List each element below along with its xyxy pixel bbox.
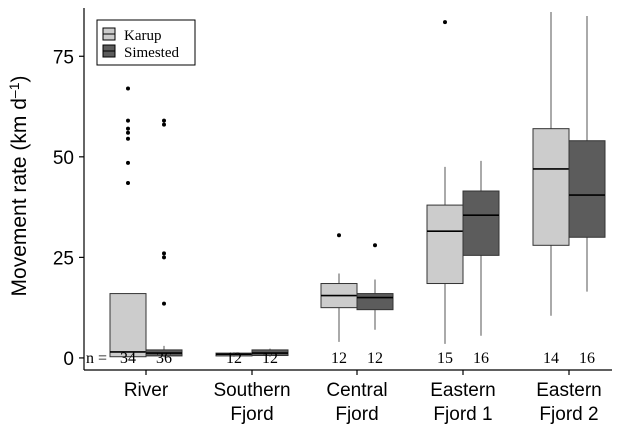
y-tick-label: 75 bbox=[53, 47, 74, 68]
x-tick-label: Eastern Fjord 1 bbox=[430, 380, 495, 425]
n-count-label: 14 bbox=[543, 350, 559, 367]
legend: Karup Simested bbox=[96, 19, 196, 66]
box-karup-3 bbox=[426, 20, 464, 344]
box-iqr bbox=[356, 293, 394, 311]
n-count-label: 12 bbox=[226, 350, 242, 367]
y-tick-label: 0 bbox=[63, 349, 74, 370]
x-tick-label: Central Fjord bbox=[326, 380, 387, 425]
outlier-point bbox=[126, 160, 130, 165]
box-iqr bbox=[426, 204, 464, 285]
n-count-label: 15 bbox=[437, 350, 453, 367]
x-tick-label: Eastern Fjord 2 bbox=[536, 380, 601, 425]
y-axis-label-exponent: –1 bbox=[6, 82, 22, 98]
box-simested-2 bbox=[356, 243, 394, 330]
outlier-point bbox=[126, 86, 130, 91]
outlier-point bbox=[126, 180, 130, 185]
box-simested-0 bbox=[145, 118, 183, 358]
outlier-point bbox=[162, 301, 166, 306]
boxes-layer bbox=[109, 12, 606, 358]
legend-label-simested: Simested bbox=[124, 45, 179, 61]
x-tick-label: Southern Fjord bbox=[213, 380, 290, 425]
y-tick-label: 50 bbox=[53, 148, 74, 169]
n-count-label: 16 bbox=[579, 350, 595, 367]
outlier-point bbox=[162, 122, 166, 127]
box-karup-1 bbox=[215, 352, 253, 357]
outlier-point bbox=[162, 118, 166, 123]
y-ticks: 0 25 50 75 bbox=[53, 47, 84, 370]
outlier-point bbox=[126, 130, 130, 135]
legend-label-karup: Karup bbox=[124, 28, 162, 44]
n-labels: 34 12 12 15 14 36 12 12 16 16 bbox=[120, 350, 595, 367]
outlier-point bbox=[162, 255, 166, 260]
box-iqr bbox=[532, 128, 570, 246]
n-count-label: 12 bbox=[262, 350, 278, 367]
box-simested-3 bbox=[462, 160, 500, 336]
box-karup-4 bbox=[532, 12, 570, 316]
n-count-label: 34 bbox=[120, 350, 136, 367]
outlier-point bbox=[126, 126, 130, 131]
outlier-point bbox=[126, 136, 130, 141]
n-count-label: 36 bbox=[156, 350, 172, 367]
box-karup-2 bbox=[320, 233, 358, 342]
outlier-point bbox=[373, 243, 377, 248]
box-simested-4 bbox=[568, 16, 606, 292]
outlier-point bbox=[162, 251, 166, 256]
box-iqr bbox=[462, 190, 500, 256]
outlier-point bbox=[126, 118, 130, 123]
outlier-point bbox=[443, 20, 447, 25]
box-karup-0 bbox=[109, 86, 147, 358]
y-tick-label: 25 bbox=[53, 248, 74, 269]
box-simested-1 bbox=[251, 348, 289, 357]
n-count-label: 16 bbox=[473, 350, 489, 367]
box-iqr bbox=[109, 293, 147, 358]
y-axis-label: Movement rate (km d–1) bbox=[6, 76, 31, 297]
n-count-label: 12 bbox=[331, 350, 347, 367]
x-tick-label: River bbox=[124, 380, 169, 401]
outlier-point bbox=[337, 233, 341, 238]
x-ticks: River Southern Fjord Central Fjord Eastern Fjo… bbox=[124, 370, 602, 425]
n-count-label: 12 bbox=[367, 350, 383, 367]
n-prefix-label: n = bbox=[86, 350, 107, 367]
box-iqr bbox=[568, 140, 606, 238]
